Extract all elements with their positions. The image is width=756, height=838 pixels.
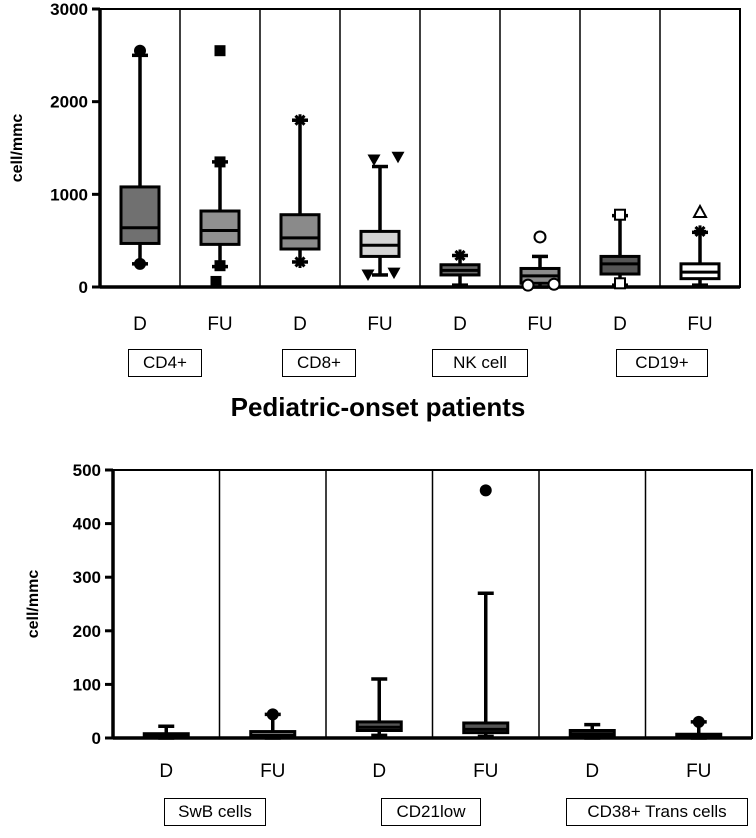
outlier-point [210, 275, 222, 287]
figure-title: Pediatric-onset patients [230, 392, 526, 422]
x-category-label: FU [367, 314, 392, 335]
y-tick-label: 0 [92, 729, 101, 748]
x-category-label: D [372, 761, 386, 782]
outlier-point [214, 260, 226, 272]
group-label: CD19+ [616, 349, 708, 377]
outlier-point [614, 277, 626, 290]
x-category-label: FU [687, 314, 712, 335]
group-label: CD8+ [282, 349, 356, 377]
x-category-label: FU [260, 761, 285, 782]
outlier-point [533, 230, 547, 244]
outlier-point [134, 44, 146, 57]
group-label: CD4+ [128, 349, 202, 377]
y-tick-label: 300 [73, 568, 101, 587]
outlier-point [387, 267, 401, 280]
y-tick-label: 0 [79, 278, 88, 297]
outlier-point [454, 249, 466, 262]
y-tick-label: 500 [73, 461, 101, 480]
outlier-point [547, 277, 561, 291]
box-iqr [119, 185, 161, 245]
outlier-point [214, 156, 226, 168]
box-iqr [279, 213, 321, 251]
outlier-point [479, 484, 492, 497]
x-category-label: D [613, 314, 627, 335]
y-tick-label: 3000 [50, 0, 88, 19]
y-tick-label: 1000 [50, 185, 88, 204]
outlier-point [521, 278, 535, 292]
group-label: CD38+ Trans cells [566, 798, 748, 826]
x-category-label: FU [207, 314, 232, 335]
y-tick-label: 100 [73, 675, 101, 694]
outlier-point [361, 269, 375, 281]
group-label: SwB cells [164, 798, 266, 826]
y-tick-label: 400 [73, 515, 101, 534]
x-category-label: D [585, 761, 599, 782]
group-label: NK cell [432, 349, 528, 377]
y-tick-label: 200 [73, 622, 101, 641]
box-iqr [199, 209, 241, 246]
outlier-point [294, 114, 306, 127]
y-axis-label: cell/mmc [25, 570, 42, 639]
outlier-point [134, 257, 146, 270]
x-category-label: D [159, 761, 173, 782]
x-category-label: D [133, 314, 147, 335]
box-iqr [462, 721, 510, 735]
outlier-point [692, 203, 708, 218]
outlier-point [294, 255, 306, 268]
x-category-label: D [453, 314, 467, 335]
outlier-point [694, 225, 706, 238]
x-category-label: FU [527, 314, 552, 335]
x-category-label: FU [473, 761, 498, 782]
outlier-point [614, 208, 626, 221]
group-label: CD21low [381, 798, 481, 826]
y-tick-label: 2000 [50, 93, 88, 112]
x-category-label: FU [686, 761, 711, 782]
outlier-point [692, 715, 705, 728]
outlier-point [391, 151, 405, 164]
outlier-point [214, 45, 226, 57]
outlier-point [367, 154, 381, 167]
x-category-label: D [293, 314, 307, 335]
outlier-point [266, 708, 279, 721]
y-axis-label: cell/mmc [9, 114, 26, 183]
